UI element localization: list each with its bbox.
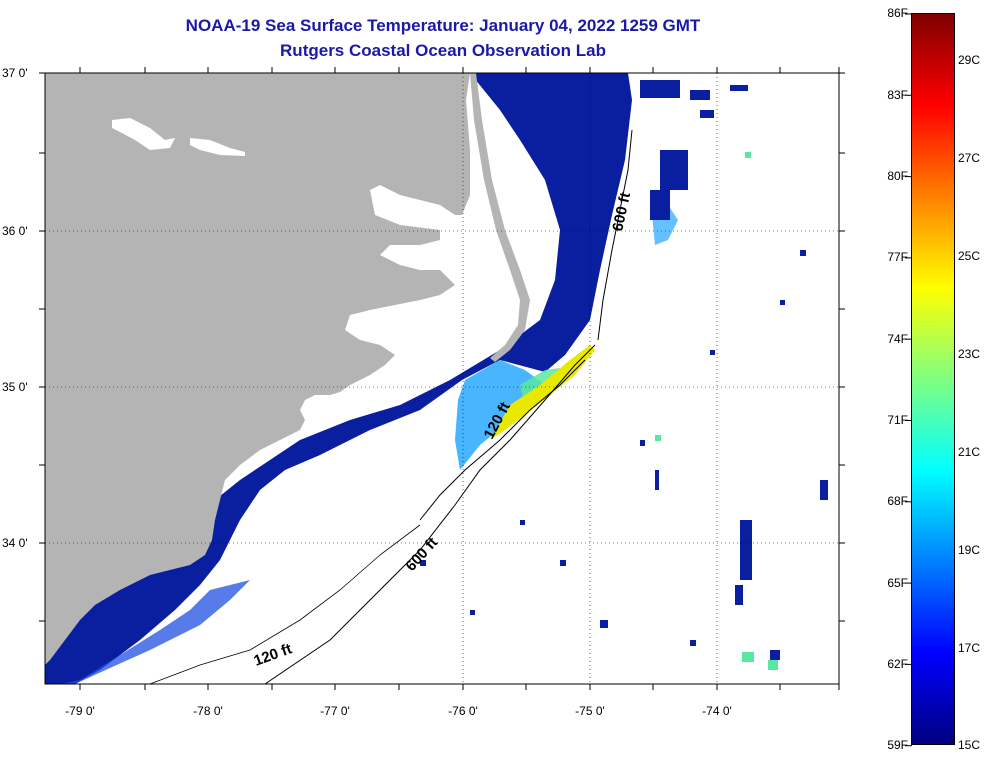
map-title: NOAA-19 Sea Surface Temperature: January… — [185, 16, 701, 35]
lon-label-79: -79 0' — [65, 704, 95, 718]
colorbar-f-label: 71F — [887, 413, 908, 427]
lon-label-77: -77 0' — [320, 704, 350, 718]
inland-lakes — [112, 118, 245, 156]
land-mass — [45, 73, 470, 665]
outer-banks — [470, 73, 530, 362]
colorbar-f-label: 74F — [887, 332, 908, 346]
map-frame — [44, 72, 840, 685]
colorbar-ticks — [905, 13, 912, 747]
warm-patch-yellow — [490, 345, 595, 440]
colorbar-c-label: 23C — [958, 347, 981, 361]
isobath-120ft-southwest — [149, 524, 421, 684]
colorbar-c-label: 27C — [958, 151, 981, 165]
colorbar-c-label: 15C — [958, 738, 981, 752]
nearshore-warm-band — [60, 580, 250, 684]
lon-label-76: -76 0' — [448, 704, 478, 718]
graticule — [45, 73, 839, 684]
colorbar-f-label: 62F — [887, 657, 908, 671]
scattered-warm-pixels — [655, 152, 778, 670]
colorbar-f-label: 86F — [887, 6, 908, 20]
map-subtitle: Rutgers Coastal Ocean Observation Lab — [280, 41, 606, 60]
lon-label-74: -74 0' — [702, 704, 732, 718]
colorbar-c-label: 19C — [958, 543, 981, 557]
lon-label-78: -78 0' — [193, 704, 223, 718]
lat-label-37: 37 0' — [2, 66, 28, 80]
isobath-600ft-south — [264, 344, 596, 684]
colorbar-c-label: 21C — [958, 445, 981, 459]
lon-label-75: -75 0' — [575, 704, 605, 718]
scattered-sst-pixels — [420, 80, 828, 660]
lat-label-35: 35 0' — [2, 380, 28, 394]
colorbar-c-label: 17C — [958, 641, 981, 655]
colorbar-fill — [912, 14, 954, 744]
colorbar — [911, 13, 955, 745]
colorbar-f-label: 80F — [887, 169, 908, 183]
isobath-600ft-north — [597, 129, 633, 341]
colorbar-f-label: 83F — [887, 88, 908, 102]
lat-label-34: 34 0' — [2, 536, 28, 550]
isobath-120ft-center — [419, 359, 586, 521]
axis-ticks — [39, 67, 845, 690]
lat-label-36: 36 0' — [2, 224, 28, 238]
colorbar-f-label: 68F — [887, 494, 908, 508]
colorbar-f-label: 65F — [887, 576, 908, 590]
colorbar-c-label: 25C — [958, 249, 981, 263]
colorbar-f-label: 77F — [887, 250, 908, 264]
colorbar-c-label: 29C — [958, 53, 981, 67]
colorbar-f-label: 59F — [887, 738, 908, 752]
